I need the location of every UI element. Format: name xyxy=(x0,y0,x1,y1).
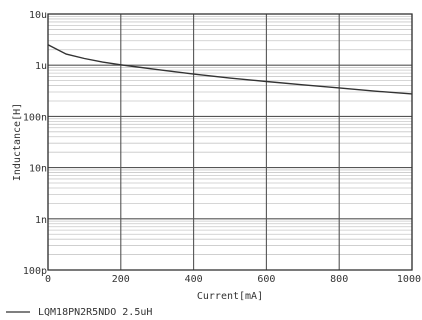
tick-label-layer: 100p 1n 10n 100n 1u 10u 0 200 400 600 800 1000 xyxy=(23,10,421,285)
legend-label: LQM18PN2R5NDO 2.5uH xyxy=(38,307,152,318)
y-axis-title: Inductance[H] xyxy=(12,103,23,181)
x-axis-title: Current[mA] xyxy=(197,291,263,302)
y-tick-label: 1u xyxy=(35,61,47,72)
y-tick-label: 100n xyxy=(23,112,47,123)
x-tick-label: 400 xyxy=(185,274,203,285)
x-tick-label: 0 xyxy=(45,274,51,285)
legend: LQM18PN2R5NDO 2.5uH xyxy=(6,307,152,318)
series-line xyxy=(47,44,413,95)
plot-frame xyxy=(47,13,413,271)
x-tick-label: 200 xyxy=(112,274,130,285)
x-tick-label: 600 xyxy=(257,274,275,285)
x-tick-label: 1000 xyxy=(397,274,421,285)
y-tick-label: 10n xyxy=(29,164,47,175)
grid-layer xyxy=(47,13,413,271)
y-tick-label: 10u xyxy=(29,10,47,21)
y-tick-label: 1n xyxy=(35,215,47,226)
x-tick-label: 800 xyxy=(330,274,348,285)
y-tick-label: 100p xyxy=(23,266,47,277)
series-layer xyxy=(47,44,413,95)
